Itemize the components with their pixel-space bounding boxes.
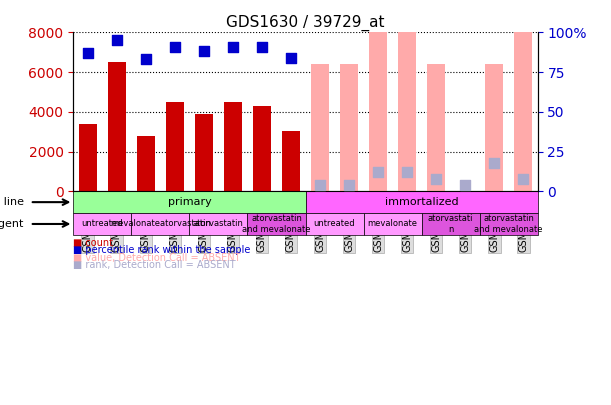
Point [141, 56, 151, 63]
Bar [166, 102, 184, 191]
Point [344, 181, 354, 188]
Text: primary: primary [167, 197, 211, 207]
Bar [79, 124, 97, 191]
Point [83, 50, 93, 56]
FancyBboxPatch shape [189, 213, 247, 235]
Text: mevalonateatorvastatin: mevalonateatorvastatin [110, 220, 211, 228]
Text: atorvastatin
and mevalonate: atorvastatin and mevalonate [242, 214, 311, 234]
FancyBboxPatch shape [306, 191, 538, 213]
Bar [485, 64, 503, 191]
FancyBboxPatch shape [131, 213, 189, 235]
Bar [196, 114, 213, 191]
FancyBboxPatch shape [73, 213, 131, 235]
Text: mevalonate: mevalonate [368, 220, 417, 228]
Point [315, 181, 325, 188]
Bar [311, 64, 329, 191]
Text: ■ rank, Detection Call = ABSENT: ■ rank, Detection Call = ABSENT [73, 260, 236, 271]
Text: agent: agent [0, 219, 24, 229]
Point [402, 169, 412, 175]
Point [460, 181, 470, 188]
Text: cell line: cell line [0, 197, 24, 207]
FancyBboxPatch shape [364, 213, 422, 235]
Point [112, 37, 122, 44]
Point [286, 55, 296, 61]
FancyBboxPatch shape [422, 213, 480, 235]
Bar [340, 64, 357, 191]
Point [199, 48, 209, 55]
Bar [282, 131, 299, 191]
Point [518, 175, 528, 182]
FancyBboxPatch shape [73, 191, 306, 213]
Bar [369, 1, 387, 191]
Title: GDS1630 / 39729_at: GDS1630 / 39729_at [226, 15, 385, 31]
Point [489, 160, 499, 166]
Text: ■ count: ■ count [73, 238, 113, 247]
Bar [514, 1, 532, 191]
Text: atorvastatin: atorvastatin [193, 220, 244, 228]
Bar [108, 62, 126, 191]
FancyBboxPatch shape [306, 213, 364, 235]
Point [431, 175, 441, 182]
Text: ■ value, Detection Call = ABSENT: ■ value, Detection Call = ABSENT [73, 253, 241, 263]
Text: atorvastatin
and mevalonate: atorvastatin and mevalonate [474, 214, 543, 234]
Point [228, 43, 238, 50]
Bar [427, 64, 445, 191]
Bar [254, 106, 271, 191]
Point [170, 43, 180, 50]
FancyBboxPatch shape [480, 213, 538, 235]
Text: untreated: untreated [313, 220, 356, 228]
Bar [224, 102, 241, 191]
Bar [398, 1, 415, 191]
FancyBboxPatch shape [247, 213, 306, 235]
Point [373, 169, 383, 175]
Text: atorvastati
n: atorvastati n [428, 214, 474, 234]
Point [257, 43, 267, 50]
Text: untreated: untreated [81, 220, 123, 228]
Text: ■ percentile rank within the sample: ■ percentile rank within the sample [73, 245, 251, 255]
Text: immortalized: immortalized [385, 197, 458, 207]
Bar [137, 136, 155, 191]
